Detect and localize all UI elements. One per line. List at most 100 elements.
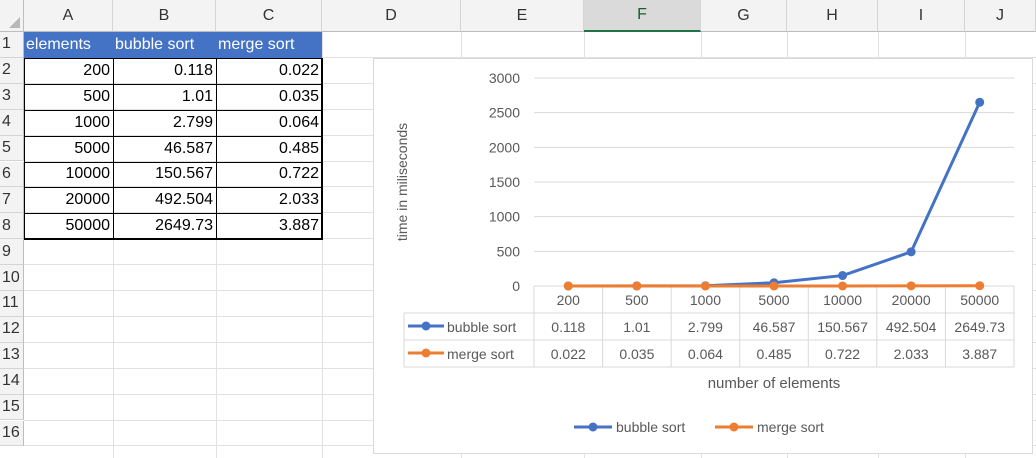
data-point bbox=[975, 97, 985, 107]
table-border-vertical bbox=[113, 57, 114, 240]
table-border-horizontal bbox=[24, 135, 322, 137]
x-category-label: 20000 bbox=[892, 292, 931, 308]
table-cell[interactable]: 0.064 bbox=[278, 113, 319, 131]
table-cell[interactable]: 2649.73 bbox=[155, 217, 213, 235]
column-header-d[interactable]: D bbox=[322, 0, 461, 32]
data-table-value: 3.887 bbox=[962, 346, 997, 362]
table-header-cell[interactable]: merge sort bbox=[216, 32, 322, 58]
column-header-g[interactable]: G bbox=[701, 0, 787, 32]
gridline-vertical bbox=[113, 32, 114, 458]
row-header-15[interactable]: 15 bbox=[0, 394, 24, 421]
table-header-cell[interactable]: bubble sort bbox=[113, 32, 216, 58]
select-all-triangle-icon bbox=[9, 17, 20, 28]
data-table-value: 2649.73 bbox=[954, 319, 1005, 335]
data-table-value: 0.064 bbox=[688, 346, 723, 362]
row-header-16[interactable]: 16 bbox=[0, 420, 24, 447]
table-border-vertical bbox=[216, 57, 217, 240]
row-header-7[interactable]: 7 bbox=[0, 187, 24, 214]
data-table-value: 0.118 bbox=[551, 319, 585, 335]
column-header-f[interactable]: F bbox=[584, 0, 701, 32]
data-table-series-name: merge sort bbox=[447, 346, 514, 362]
data-table-value: 0.485 bbox=[756, 346, 791, 362]
y-tick-label: 0 bbox=[512, 278, 520, 294]
table-cell[interactable]: 1.01 bbox=[181, 87, 213, 105]
column-header-i[interactable]: I bbox=[878, 0, 965, 32]
x-axis-label: number of elements bbox=[708, 375, 841, 392]
y-tick-label: 500 bbox=[497, 243, 521, 259]
x-category-label: 500 bbox=[625, 292, 649, 308]
table-cell[interactable]: 150.567 bbox=[155, 165, 213, 183]
data-point bbox=[906, 247, 916, 257]
y-tick-label: 1500 bbox=[489, 174, 520, 190]
data-point bbox=[563, 281, 573, 291]
table-cell[interactable]: 200 bbox=[83, 61, 110, 79]
gridline-horizontal bbox=[24, 56, 1036, 58]
data-point bbox=[838, 271, 848, 281]
data-table-value: 2.799 bbox=[688, 319, 723, 335]
data-point bbox=[838, 281, 848, 291]
data-point bbox=[906, 281, 916, 291]
row-header-10[interactable]: 10 bbox=[0, 265, 24, 291]
column-header-h[interactable]: H bbox=[787, 0, 878, 32]
table-border-horizontal bbox=[24, 213, 322, 215]
row-header-1[interactable]: 1 bbox=[0, 32, 24, 58]
data-table-value: 46.587 bbox=[753, 319, 796, 335]
data-point bbox=[975, 281, 985, 291]
data-table-value: 1.01 bbox=[623, 319, 650, 335]
select-all-corner[interactable] bbox=[0, 0, 24, 32]
table-cell[interactable]: 10000 bbox=[65, 165, 111, 183]
table-cell[interactable]: 500 bbox=[83, 87, 110, 105]
legend-entry: bubble sort bbox=[616, 419, 685, 435]
row-header-5[interactable]: 5 bbox=[0, 135, 24, 162]
table-cell[interactable]: 0.022 bbox=[278, 61, 319, 79]
line-chart[interactable]: 0 500 1000 1500 2000 2500 3000 time in miliseco… bbox=[373, 58, 1033, 454]
table-cell[interactable]: 0.118 bbox=[174, 61, 213, 79]
table-cell[interactable]: 50000 bbox=[65, 217, 111, 235]
table-border-horizontal bbox=[24, 187, 322, 189]
table-cell[interactable]: 20000 bbox=[65, 191, 111, 209]
column-header-j[interactable]: J bbox=[965, 0, 1036, 32]
column-header-a[interactable]: A bbox=[24, 0, 113, 32]
data-point bbox=[700, 281, 710, 291]
table-cell[interactable]: 1000 bbox=[74, 113, 110, 131]
table-cell[interactable]: 3.887 bbox=[278, 217, 319, 235]
table-cell[interactable]: 2.799 bbox=[172, 113, 213, 131]
row-header-12[interactable]: 12 bbox=[0, 316, 24, 343]
data-table-value: 0.035 bbox=[619, 346, 654, 362]
column-header-e[interactable]: E bbox=[461, 0, 584, 32]
row-header-9[interactable]: 9 bbox=[0, 239, 24, 266]
table-cell[interactable]: 0.485 bbox=[278, 139, 319, 157]
row-header-4[interactable]: 4 bbox=[0, 109, 24, 136]
row-header-6[interactable]: 6 bbox=[0, 161, 24, 188]
row-header-3[interactable]: 3 bbox=[0, 83, 24, 110]
data-point bbox=[632, 281, 642, 291]
table-cell[interactable]: 46.587 bbox=[164, 139, 213, 157]
y-tick-label: 2500 bbox=[489, 105, 520, 121]
row-header-2[interactable]: 2 bbox=[0, 57, 24, 84]
data-table-legend-marker bbox=[421, 348, 431, 358]
gridline-vertical bbox=[322, 32, 323, 458]
data-table-legend-marker bbox=[421, 321, 431, 331]
data-point bbox=[769, 281, 779, 291]
table-cell[interactable]: 0.722 bbox=[278, 165, 319, 183]
row-header-13[interactable]: 13 bbox=[0, 342, 24, 369]
row-header-14[interactable]: 14 bbox=[0, 368, 24, 395]
column-header-b[interactable]: B bbox=[113, 0, 216, 32]
table-header-cell[interactable]: elements bbox=[24, 32, 113, 58]
x-category-label: 10000 bbox=[823, 292, 862, 308]
x-category-label: 200 bbox=[557, 292, 581, 308]
table-border-horizontal bbox=[24, 161, 322, 163]
data-table-value: 150.567 bbox=[817, 319, 868, 335]
table-cell[interactable]: 0.035 bbox=[278, 87, 319, 105]
y-tick-label: 2000 bbox=[489, 139, 520, 155]
x-category-label: 1000 bbox=[690, 292, 721, 308]
table-cell[interactable]: 492.504 bbox=[155, 191, 213, 209]
column-header-c[interactable]: C bbox=[216, 0, 322, 32]
table-cell[interactable]: 5000 bbox=[74, 139, 110, 157]
row-header-8[interactable]: 8 bbox=[0, 213, 24, 240]
row-header-11[interactable]: 11 bbox=[0, 291, 24, 317]
table-border-horizontal bbox=[24, 109, 322, 111]
table-cell[interactable]: 2.033 bbox=[278, 191, 319, 209]
data-table-value: 492.504 bbox=[886, 319, 937, 335]
